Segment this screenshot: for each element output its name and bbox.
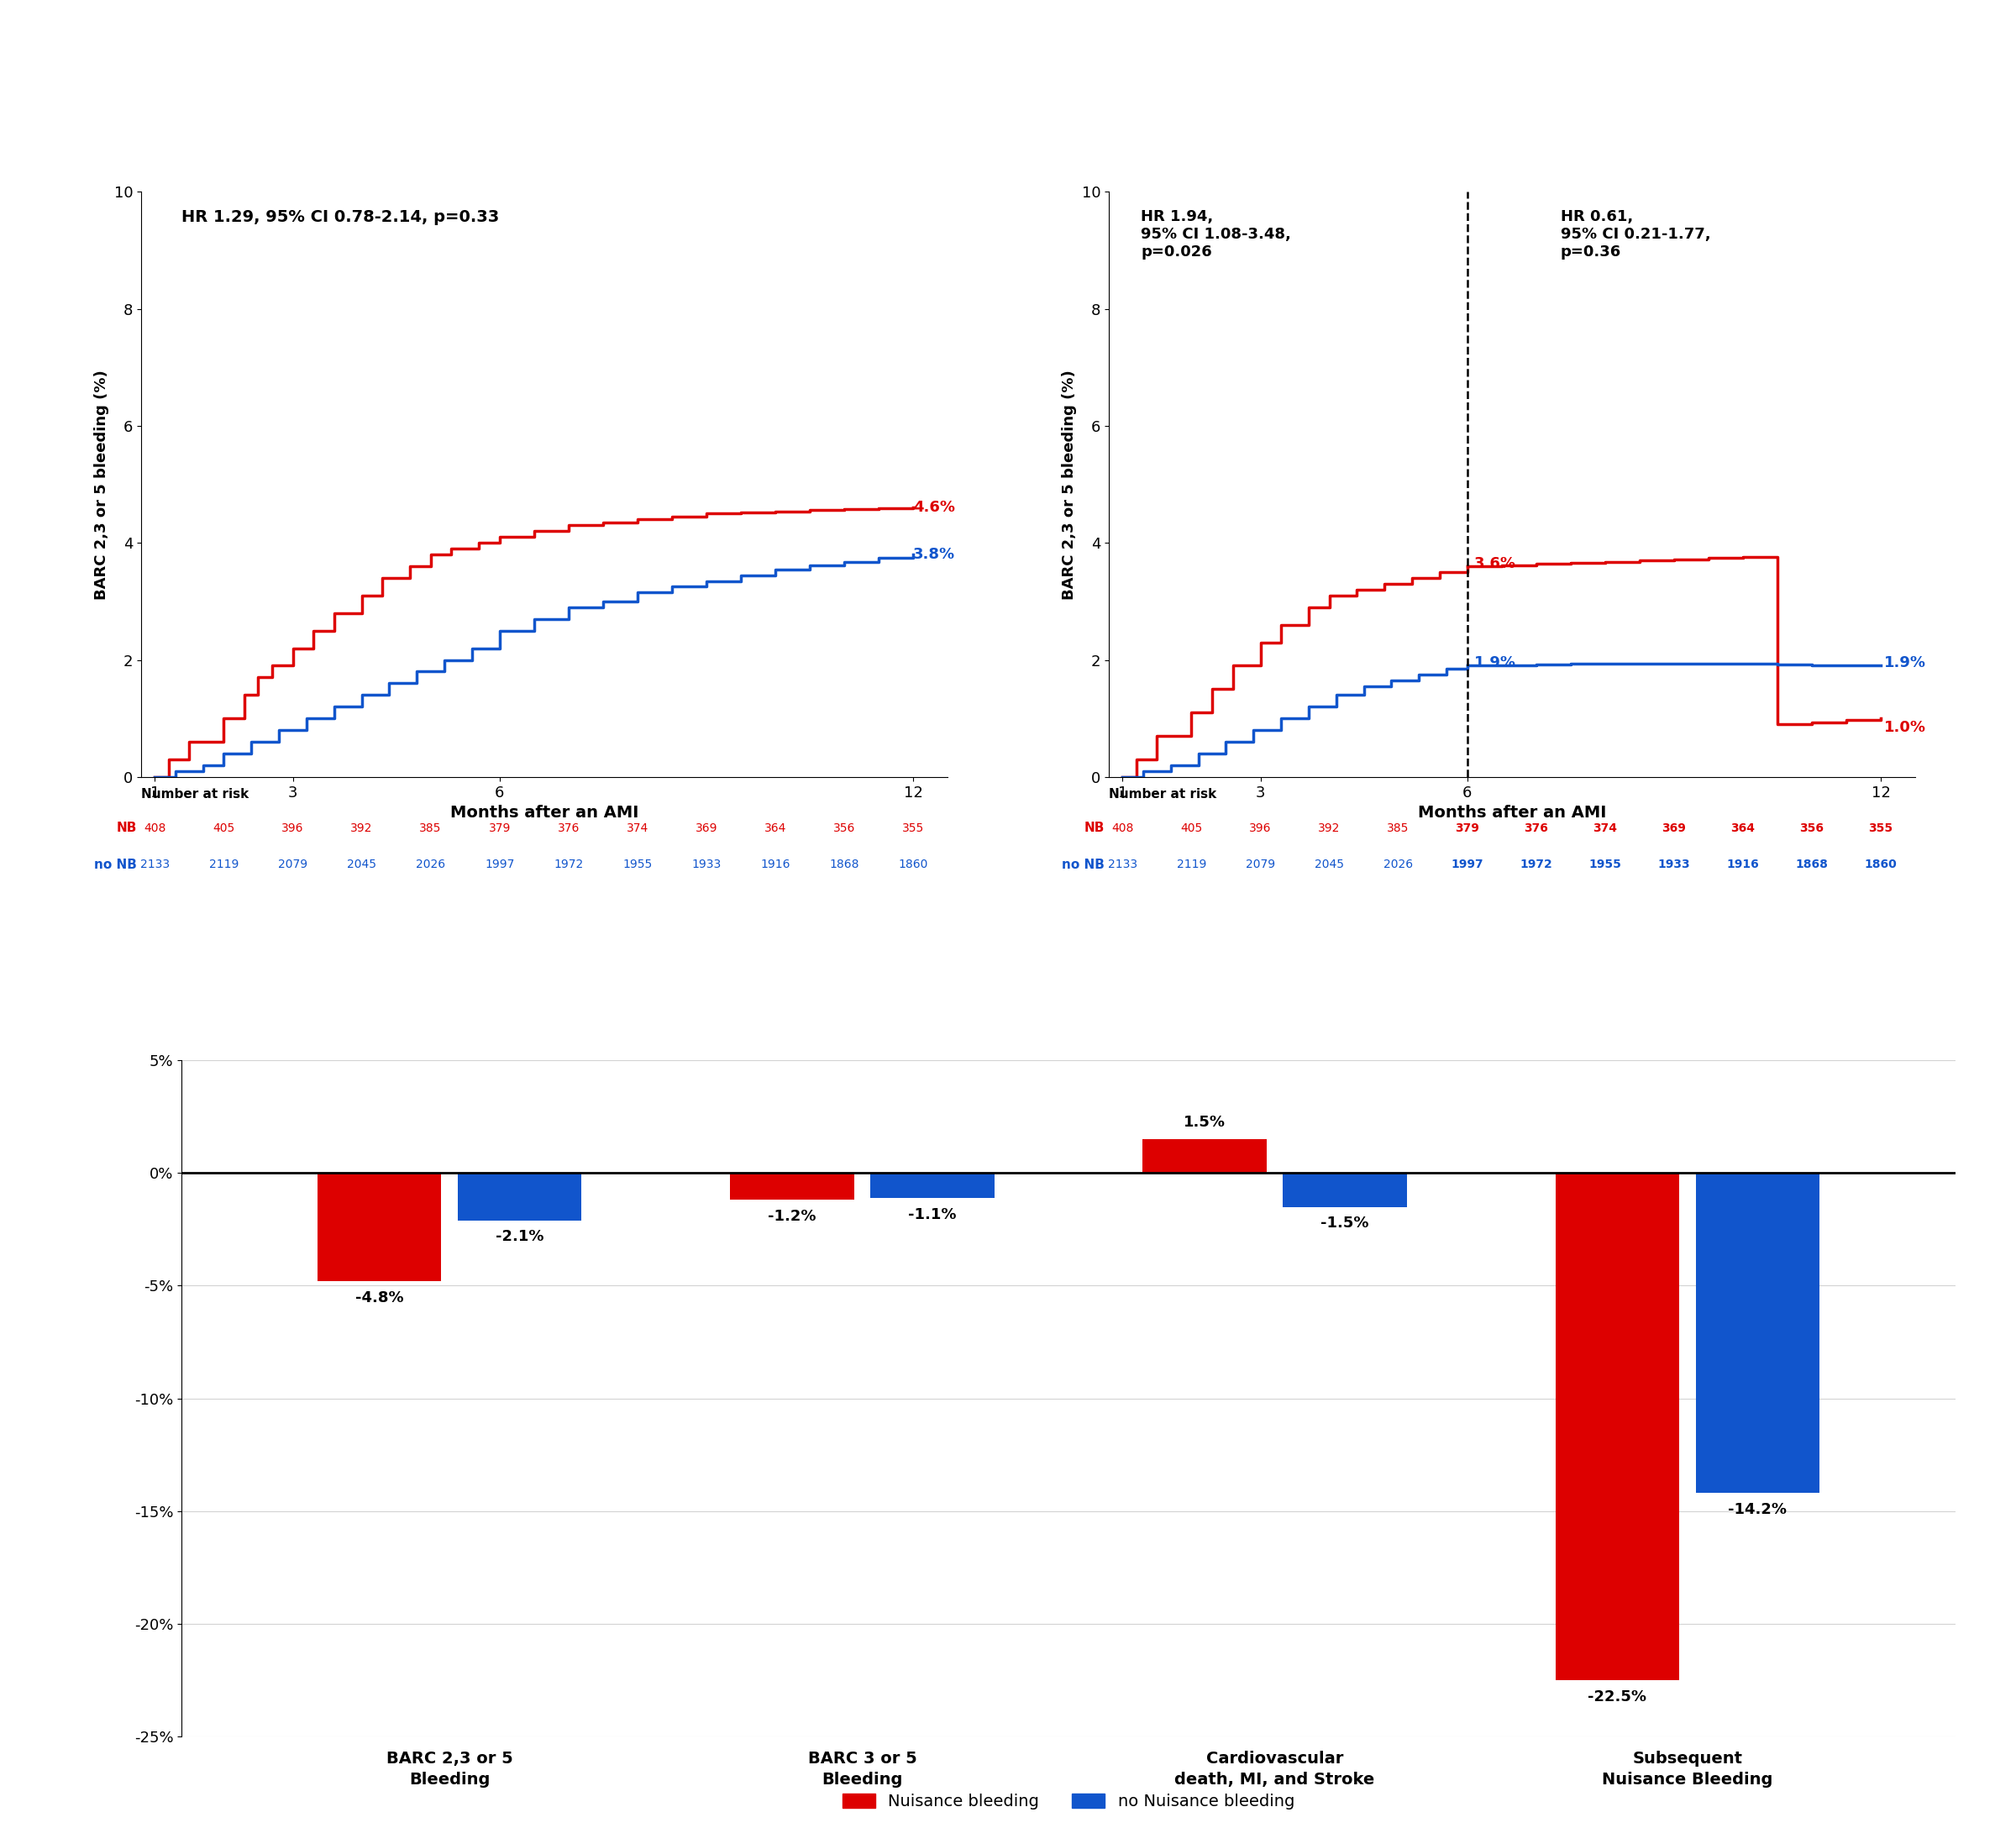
Text: 376: 376 bbox=[1524, 823, 1548, 834]
Text: 369: 369 bbox=[696, 823, 718, 834]
Text: -1.5%: -1.5% bbox=[1320, 1216, 1369, 1230]
Text: 1.9%: 1.9% bbox=[1885, 654, 1925, 671]
Text: -1.1%: -1.1% bbox=[907, 1206, 956, 1221]
Text: 1916: 1916 bbox=[760, 859, 790, 870]
Text: 1933: 1933 bbox=[1657, 859, 1689, 870]
Y-axis label: BARC 2,3 or 5 bleeding (%): BARC 2,3 or 5 bleeding (%) bbox=[1062, 369, 1077, 600]
Text: 1933: 1933 bbox=[691, 859, 722, 870]
Text: HR 1.94,
95% CI 1.08-3.48,
p=0.026: HR 1.94, 95% CI 1.08-3.48, p=0.026 bbox=[1141, 210, 1292, 260]
Bar bbox=[871, 1174, 994, 1197]
Text: 1997: 1997 bbox=[1452, 859, 1484, 870]
Text: 1868: 1868 bbox=[1796, 859, 1829, 870]
Text: 4.6%: 4.6% bbox=[913, 501, 956, 515]
Text: 1868: 1868 bbox=[829, 859, 859, 870]
Text: 376: 376 bbox=[556, 823, 579, 834]
Text: 2045: 2045 bbox=[1314, 859, 1345, 870]
Text: Number at risk: Number at risk bbox=[141, 788, 248, 801]
Text: -1.2%: -1.2% bbox=[768, 1208, 816, 1225]
Text: 408: 408 bbox=[143, 823, 165, 834]
Text: 355: 355 bbox=[901, 823, 923, 834]
Text: 374: 374 bbox=[1593, 823, 1617, 834]
X-axis label: Months after an AMI: Months after an AMI bbox=[1417, 804, 1607, 821]
Text: -4.8%: -4.8% bbox=[355, 1291, 403, 1305]
Text: 396: 396 bbox=[282, 823, 304, 834]
Text: no NB: no NB bbox=[1062, 859, 1105, 870]
Text: -2.1%: -2.1% bbox=[496, 1228, 544, 1245]
Text: 1916: 1916 bbox=[1726, 859, 1760, 870]
Text: 385: 385 bbox=[1387, 823, 1409, 834]
Text: 379: 379 bbox=[488, 823, 510, 834]
Text: 2079: 2079 bbox=[278, 859, 308, 870]
Text: 2133: 2133 bbox=[1109, 859, 1137, 870]
Bar bbox=[730, 1174, 855, 1199]
Y-axis label: BARC 2,3 or 5 bleeding (%): BARC 2,3 or 5 bleeding (%) bbox=[95, 369, 109, 600]
Text: 1.5%: 1.5% bbox=[1183, 1115, 1226, 1130]
Text: HR 1.29, 95% CI 0.78-2.14, p=0.33: HR 1.29, 95% CI 0.78-2.14, p=0.33 bbox=[181, 210, 500, 225]
Text: 1860: 1860 bbox=[899, 859, 927, 870]
Text: 356: 356 bbox=[833, 823, 855, 834]
Bar bbox=[319, 1174, 442, 1281]
Text: 364: 364 bbox=[1730, 823, 1756, 834]
Text: 3.8%: 3.8% bbox=[913, 547, 956, 563]
Text: HR 0.61,
95% CI 0.21-1.77,
p=0.36: HR 0.61, 95% CI 0.21-1.77, p=0.36 bbox=[1560, 210, 1710, 260]
Text: -22.5%: -22.5% bbox=[1589, 1689, 1647, 1704]
Text: -14.2%: -14.2% bbox=[1728, 1503, 1786, 1517]
Text: 369: 369 bbox=[1661, 823, 1685, 834]
Text: 1972: 1972 bbox=[1520, 859, 1552, 870]
Text: 405: 405 bbox=[1181, 823, 1202, 834]
Text: 1.0%: 1.0% bbox=[1885, 720, 1925, 735]
Text: 1955: 1955 bbox=[623, 859, 651, 870]
Text: 1997: 1997 bbox=[484, 859, 514, 870]
Text: 1860: 1860 bbox=[1865, 859, 1897, 870]
Text: 392: 392 bbox=[351, 823, 373, 834]
Text: 2026: 2026 bbox=[1383, 859, 1413, 870]
Text: 2079: 2079 bbox=[1246, 859, 1276, 870]
Text: Occurrence of BARC 2,3 or 5 bleeding
according to Nuisance Bleeding for 1-12 mon: Occurrence of BARC 2,3 or 5 bleeding acc… bbox=[689, 62, 1367, 112]
Text: 396: 396 bbox=[1250, 823, 1272, 834]
Bar bbox=[1282, 1174, 1407, 1206]
Text: Number at risk: Number at risk bbox=[1109, 788, 1216, 801]
X-axis label: Months after an AMI: Months after an AMI bbox=[450, 804, 639, 821]
Text: 356: 356 bbox=[1800, 823, 1824, 834]
Text: 2133: 2133 bbox=[141, 859, 169, 870]
Text: 405: 405 bbox=[214, 823, 234, 834]
Bar bbox=[1695, 1174, 1818, 1493]
Text: no NB: no NB bbox=[95, 859, 137, 870]
Bar bbox=[1554, 1174, 1679, 1680]
Text: 385: 385 bbox=[419, 823, 442, 834]
Text: 2026: 2026 bbox=[415, 859, 446, 870]
Text: 1.9%: 1.9% bbox=[1474, 654, 1516, 671]
Bar bbox=[1143, 1139, 1266, 1174]
Text: 1972: 1972 bbox=[554, 859, 583, 870]
Bar bbox=[458, 1174, 583, 1221]
Text: 374: 374 bbox=[627, 823, 649, 834]
Text: 1955: 1955 bbox=[1589, 859, 1621, 870]
Text: Absolute Risk Difference by De-escalation from Ticagrelor to Clopidogrel
accordi: Absolute Risk Difference by De-escalatio… bbox=[597, 940, 1460, 989]
Text: 2119: 2119 bbox=[210, 859, 238, 870]
Text: 355: 355 bbox=[1869, 823, 1893, 834]
Text: 3.6%: 3.6% bbox=[1474, 556, 1516, 570]
Text: 379: 379 bbox=[1456, 823, 1480, 834]
Text: 392: 392 bbox=[1318, 823, 1341, 834]
Text: NB: NB bbox=[1085, 823, 1105, 834]
Text: 2045: 2045 bbox=[347, 859, 377, 870]
Text: NB: NB bbox=[117, 823, 137, 834]
Legend: Nuisance bleeding, no Nuisance bleeding: Nuisance bleeding, no Nuisance bleeding bbox=[837, 1788, 1300, 1817]
Text: 364: 364 bbox=[764, 823, 786, 834]
Text: 2119: 2119 bbox=[1177, 859, 1206, 870]
Text: 408: 408 bbox=[1111, 823, 1133, 834]
